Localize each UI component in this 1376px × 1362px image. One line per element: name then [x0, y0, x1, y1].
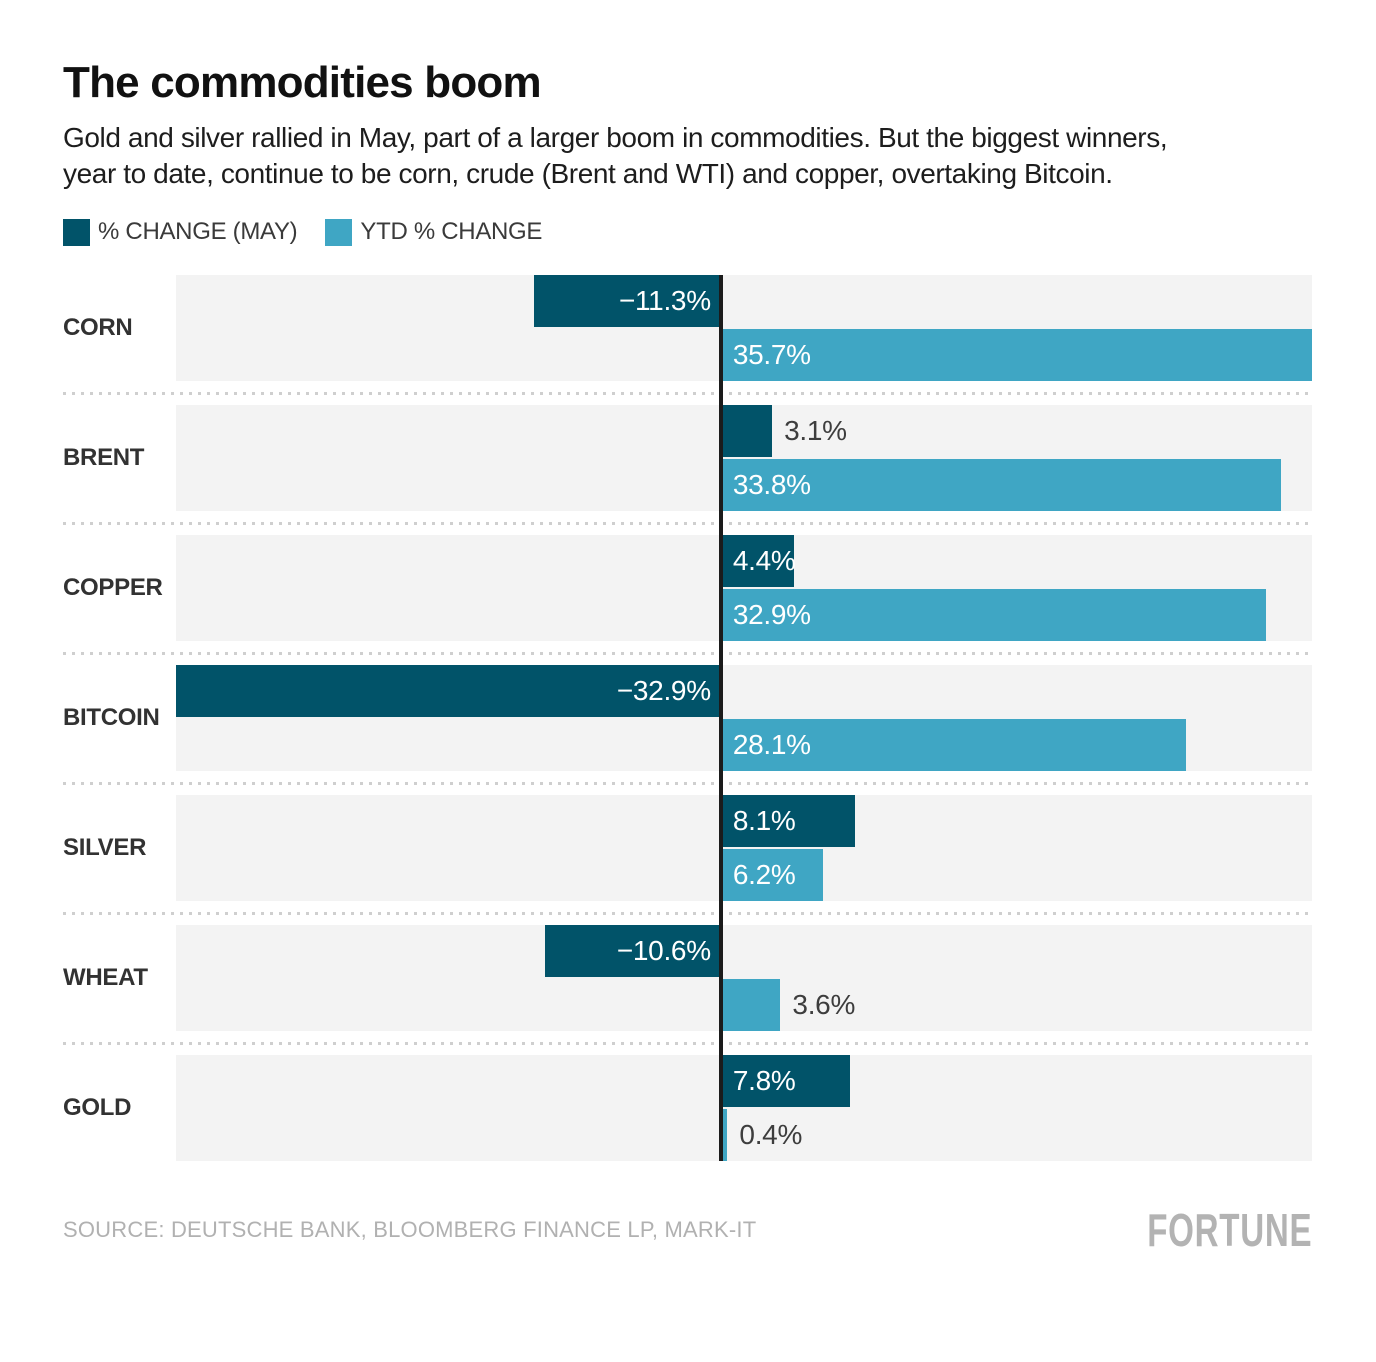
may-bar-value: 7.8%: [732, 1065, 796, 1096]
source-credit: SOURCE: DEUTSCHE BANK, BLOOMBERG FINANCE…: [63, 1217, 757, 1242]
may-bar-value: −10.6%: [616, 935, 711, 966]
may-bar: −11.3%: [533, 275, 721, 327]
zero-baseline: [718, 275, 723, 1161]
row-track: 8.1% 6.2%: [176, 795, 1312, 901]
may-bar-value: 4.4%: [732, 545, 796, 576]
legend-label-may: % CHANGE (MAY): [98, 218, 298, 245]
category-label: BRENT: [63, 444, 145, 471]
ytd-bar: 28.1%: [720, 719, 1187, 771]
bar-chart: CORN −11.3% 35.7% BRENT 3.1% 33.8% COPPER 4.4% 3…: [63, 275, 1312, 1161]
row-track: 7.8% 0.4%: [176, 1055, 1312, 1161]
legend-item-may: % CHANGE (MAY): [63, 218, 298, 246]
may-bar-value: 8.1%: [732, 805, 796, 836]
may-bar: −32.9%: [176, 665, 721, 717]
row-separator: [63, 1031, 1312, 1055]
may-bar: 7.8%: [720, 1055, 850, 1107]
chart-legend: % CHANGE (MAY) YTD % CHANGE: [63, 218, 1312, 246]
may-series-swatch: [63, 218, 90, 246]
chart-subtitle: Gold and silver rallied in May, part of …: [63, 120, 1312, 192]
chart-row: BITCOIN −32.9% 28.1%: [63, 665, 1312, 771]
may-bar-value: −11.3%: [618, 285, 711, 316]
dotted-line: [63, 391, 1312, 395]
ytd-bar: 3.6%: [720, 979, 855, 1031]
row-track: 4.4% 32.9%: [176, 535, 1312, 641]
ytd-bar-value: 35.7%: [732, 339, 811, 370]
chart-row: SILVER 8.1% 6.2%: [63, 795, 1312, 901]
may-bar: 3.1%: [720, 405, 847, 457]
dotted-line: [63, 911, 1312, 915]
ytd-bar: 32.9%: [720, 589, 1266, 641]
category-label: WHEAT: [63, 964, 148, 991]
may-bar-value: 3.1%: [784, 415, 847, 446]
ytd-series-swatch: [325, 218, 353, 246]
ytd-bar-value: 0.4%: [739, 1119, 803, 1150]
dotted-line: [63, 781, 1312, 785]
category-label: SILVER: [63, 834, 147, 861]
ytd-bar-value: 6.2%: [732, 859, 796, 890]
dotted-line: [63, 1041, 1312, 1045]
dotted-line: [63, 521, 1312, 525]
row-track: −10.6% 3.6%: [176, 925, 1312, 1031]
may-bar: 8.1%: [720, 795, 855, 847]
chart-footer: SOURCE: DEUTSCHE BANK, BLOOMBERG FINANCE…: [63, 1203, 1312, 1257]
category-label: GOLD: [63, 1094, 132, 1121]
chart-row: WHEAT −10.6% 3.6%: [63, 925, 1312, 1031]
chart-row: COPPER 4.4% 32.9%: [63, 535, 1312, 641]
chart-row: GOLD 7.8% 0.4%: [63, 1055, 1312, 1161]
ytd-bar: 6.2%: [720, 849, 824, 901]
may-bar: −10.6%: [545, 925, 721, 977]
category-label: CORN: [63, 314, 133, 341]
chart-rows: CORN −11.3% 35.7% BRENT 3.1% 33.8% COPPER 4.4% 3…: [63, 275, 1312, 1161]
ytd-bar-value: 33.8%: [732, 469, 811, 500]
ytd-bar: 0.4%: [720, 1109, 802, 1161]
row-separator: [63, 381, 1312, 405]
chart-row: BRENT 3.1% 33.8%: [63, 405, 1312, 511]
row-separator: [63, 511, 1312, 535]
ytd-bar-value: 32.9%: [732, 599, 811, 630]
row-separator: [63, 771, 1312, 795]
category-label: COPPER: [63, 574, 163, 601]
dotted-line: [63, 651, 1312, 655]
ytd-bar: 33.8%: [720, 459, 1281, 511]
row-track: −32.9% 28.1%: [176, 665, 1312, 771]
row-track: 3.1% 33.8%: [176, 405, 1312, 511]
may-bar-value: −32.9%: [616, 675, 711, 706]
category-label: BITCOIN: [63, 704, 160, 731]
row-separator: [63, 901, 1312, 925]
legend-label-ytd: YTD % CHANGE: [360, 218, 543, 245]
ytd-bar-value: 3.6%: [792, 989, 856, 1020]
row-track: −11.3% 35.7%: [176, 275, 1312, 381]
subtitle-line-1: Gold and silver rallied in May, part of …: [63, 122, 1168, 153]
page: The commodities boom Gold and silver ral…: [0, 58, 1376, 1257]
subtitle-line-2: year to date, continue to be corn, crude…: [63, 158, 1113, 189]
may-bar: 4.4%: [720, 535, 796, 587]
ytd-bar-value: 28.1%: [732, 729, 811, 760]
page-title: The commodities boom: [63, 58, 542, 107]
fortune-logo: FORTUNE: [1146, 1204, 1312, 1256]
row-separator: [63, 641, 1312, 665]
legend-item-ytd: YTD % CHANGE: [325, 218, 542, 246]
chart-row: CORN −11.3% 35.7%: [63, 275, 1312, 381]
ytd-bar: 35.7%: [720, 329, 1312, 381]
